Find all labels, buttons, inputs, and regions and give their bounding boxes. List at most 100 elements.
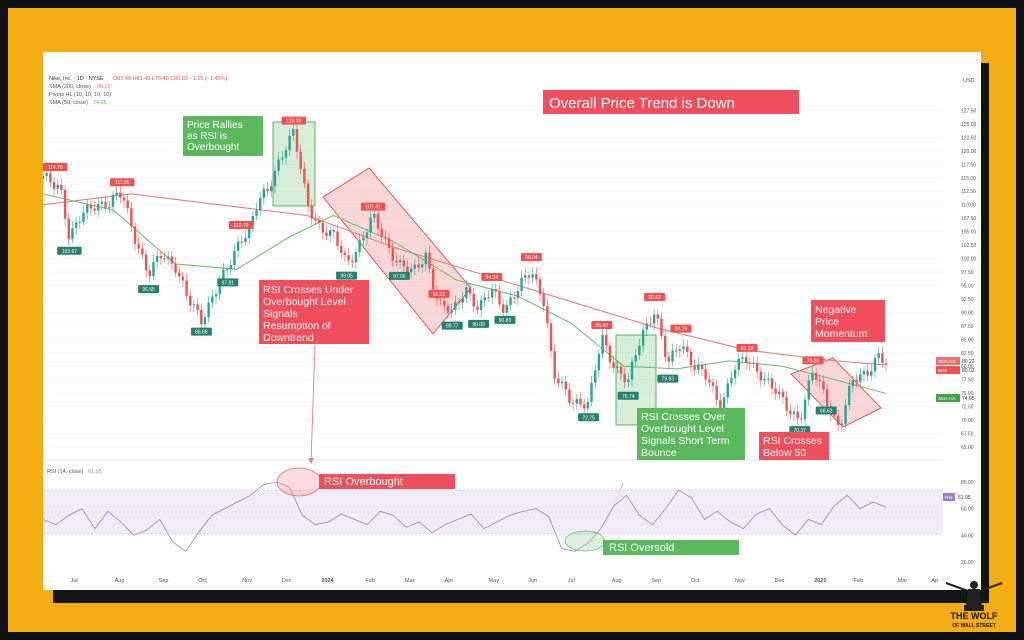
candle-body <box>586 401 590 409</box>
x-tick-label: 2025 <box>814 578 826 584</box>
y-tick-label: 115.00 <box>961 176 976 182</box>
candle-body <box>270 186 273 192</box>
candle-body <box>840 423 844 425</box>
candle-body <box>373 213 376 218</box>
candle-body <box>516 291 520 298</box>
candle-body <box>675 350 678 352</box>
candle-body <box>612 362 615 369</box>
x-tick-label: Dec <box>775 578 785 584</box>
pivot-high-box <box>228 221 254 229</box>
candle-body <box>402 260 405 267</box>
candle-body <box>306 183 310 206</box>
candle-body <box>166 256 170 259</box>
pivot-low-box <box>336 271 358 280</box>
pivot-low-box <box>57 246 82 255</box>
annotation-trend: Overall Price Trend is Down <box>543 90 799 114</box>
candle-body <box>317 220 321 223</box>
price-chart[interactable]: Nike, Inc. · 1D · NYSE O81.49 H81.49 L79… <box>43 52 981 590</box>
pivot-high-box <box>736 343 758 352</box>
pivot-low-label: 68.62 <box>820 409 833 415</box>
candle-body <box>332 230 336 232</box>
rsi-overbought-circle <box>276 467 322 497</box>
svg-text:RSI Crosses Over: RSI Crosses Over <box>641 411 726 423</box>
candle-body <box>634 355 637 362</box>
candle-body <box>144 254 148 271</box>
time-axis: Jul Aug Sep Oct Nov Dec 2024 Feb Mar Apr May Jun Jul… <box>71 578 938 584</box>
y-tick-label: 70.00 <box>961 418 974 424</box>
sma200-badge-label: SMA·HA <box>938 359 956 364</box>
candle-body <box>277 159 280 171</box>
pivot-high-label: 123.39 <box>286 119 302 125</box>
y-tick-label: 87.50 <box>961 324 974 330</box>
candle-body <box>155 255 159 262</box>
candle-body <box>792 411 796 415</box>
candle-body <box>273 170 277 187</box>
candle-body <box>417 264 420 268</box>
pivot-high-label: 90.62 <box>648 295 661 301</box>
candle-body <box>564 381 567 390</box>
candle-body <box>851 379 855 386</box>
y-tick-label: 97.50 <box>961 270 974 276</box>
pivot-low-box <box>190 327 212 336</box>
candle-body <box>708 379 711 383</box>
svg-text:Resumption of: Resumption of <box>263 320 331 332</box>
candle-body <box>148 270 151 277</box>
pivot-high-label: 111.95 <box>115 180 130 186</box>
candle-body <box>354 251 358 263</box>
candle-body <box>770 378 774 389</box>
candle-body <box>119 192 122 198</box>
pivot-high-box <box>481 273 503 282</box>
sma50-badge-label: SMA·HA <box>938 396 956 401</box>
pivot-low-box <box>138 285 160 294</box>
x-tick-label: Aug <box>115 578 125 584</box>
candle-body <box>741 357 744 359</box>
candle-body <box>594 370 597 383</box>
candle-body <box>641 329 645 346</box>
candle-body <box>303 168 306 184</box>
annotation-crosses-over: RSI Crosses Over Overbought Level Signal… <box>637 408 745 460</box>
candle-body <box>45 173 48 176</box>
candle-body <box>877 353 880 359</box>
rsi-tick-label: 80.00 <box>961 480 974 486</box>
candle-body <box>465 287 468 299</box>
candle-body <box>524 275 527 278</box>
candle-body <box>866 371 869 376</box>
price-badges: SMA·HA 80.22 NKE 80.02 SMA·HA 74.95 <box>936 357 975 402</box>
candle-body <box>365 232 369 238</box>
candle-body <box>811 372 814 381</box>
candle-body <box>822 381 825 390</box>
candle-body <box>266 188 269 192</box>
candle-body <box>663 335 667 357</box>
candle-body <box>755 362 759 372</box>
candle-body <box>538 279 542 295</box>
candle-body <box>446 305 450 313</box>
wolf-logo: THE WOLF OF WALL STREET <box>945 581 1003 629</box>
candle-body <box>71 228 74 239</box>
svg-text:Overbought: Overbought <box>187 142 239 153</box>
candle-body <box>479 300 483 311</box>
chart-header: Nike, Inc. · 1D · NYSE O81.49 H81.49 L79… <box>49 76 975 106</box>
y-tick-label: 100.00 <box>961 257 977 263</box>
candle-body <box>722 397 726 413</box>
x-tick-label: Feb <box>365 578 374 584</box>
candle-body <box>163 258 166 260</box>
y-tick-label: 122.50 <box>961 135 977 141</box>
candle-body <box>490 288 494 298</box>
candle-body <box>439 299 442 301</box>
candle-body <box>833 414 836 416</box>
candle-body <box>395 260 398 263</box>
rsi-label-value: 61.05 <box>88 469 102 475</box>
candle-body <box>428 252 431 269</box>
pivot-high-label: 85.43 <box>596 323 609 329</box>
candle-body <box>56 184 59 189</box>
candle-body <box>247 225 251 239</box>
sma200-badge-value: 80.22 <box>962 359 975 365</box>
y-tick-label: 105.00 <box>961 230 977 236</box>
y-tick-label: 102.50 <box>961 243 977 249</box>
candle-body <box>546 306 549 324</box>
candle-body <box>122 197 126 201</box>
svg-text:Bounce: Bounce <box>641 447 677 459</box>
sma50-path <box>43 193 887 394</box>
candle-body <box>424 252 428 265</box>
candle-body <box>93 208 96 211</box>
